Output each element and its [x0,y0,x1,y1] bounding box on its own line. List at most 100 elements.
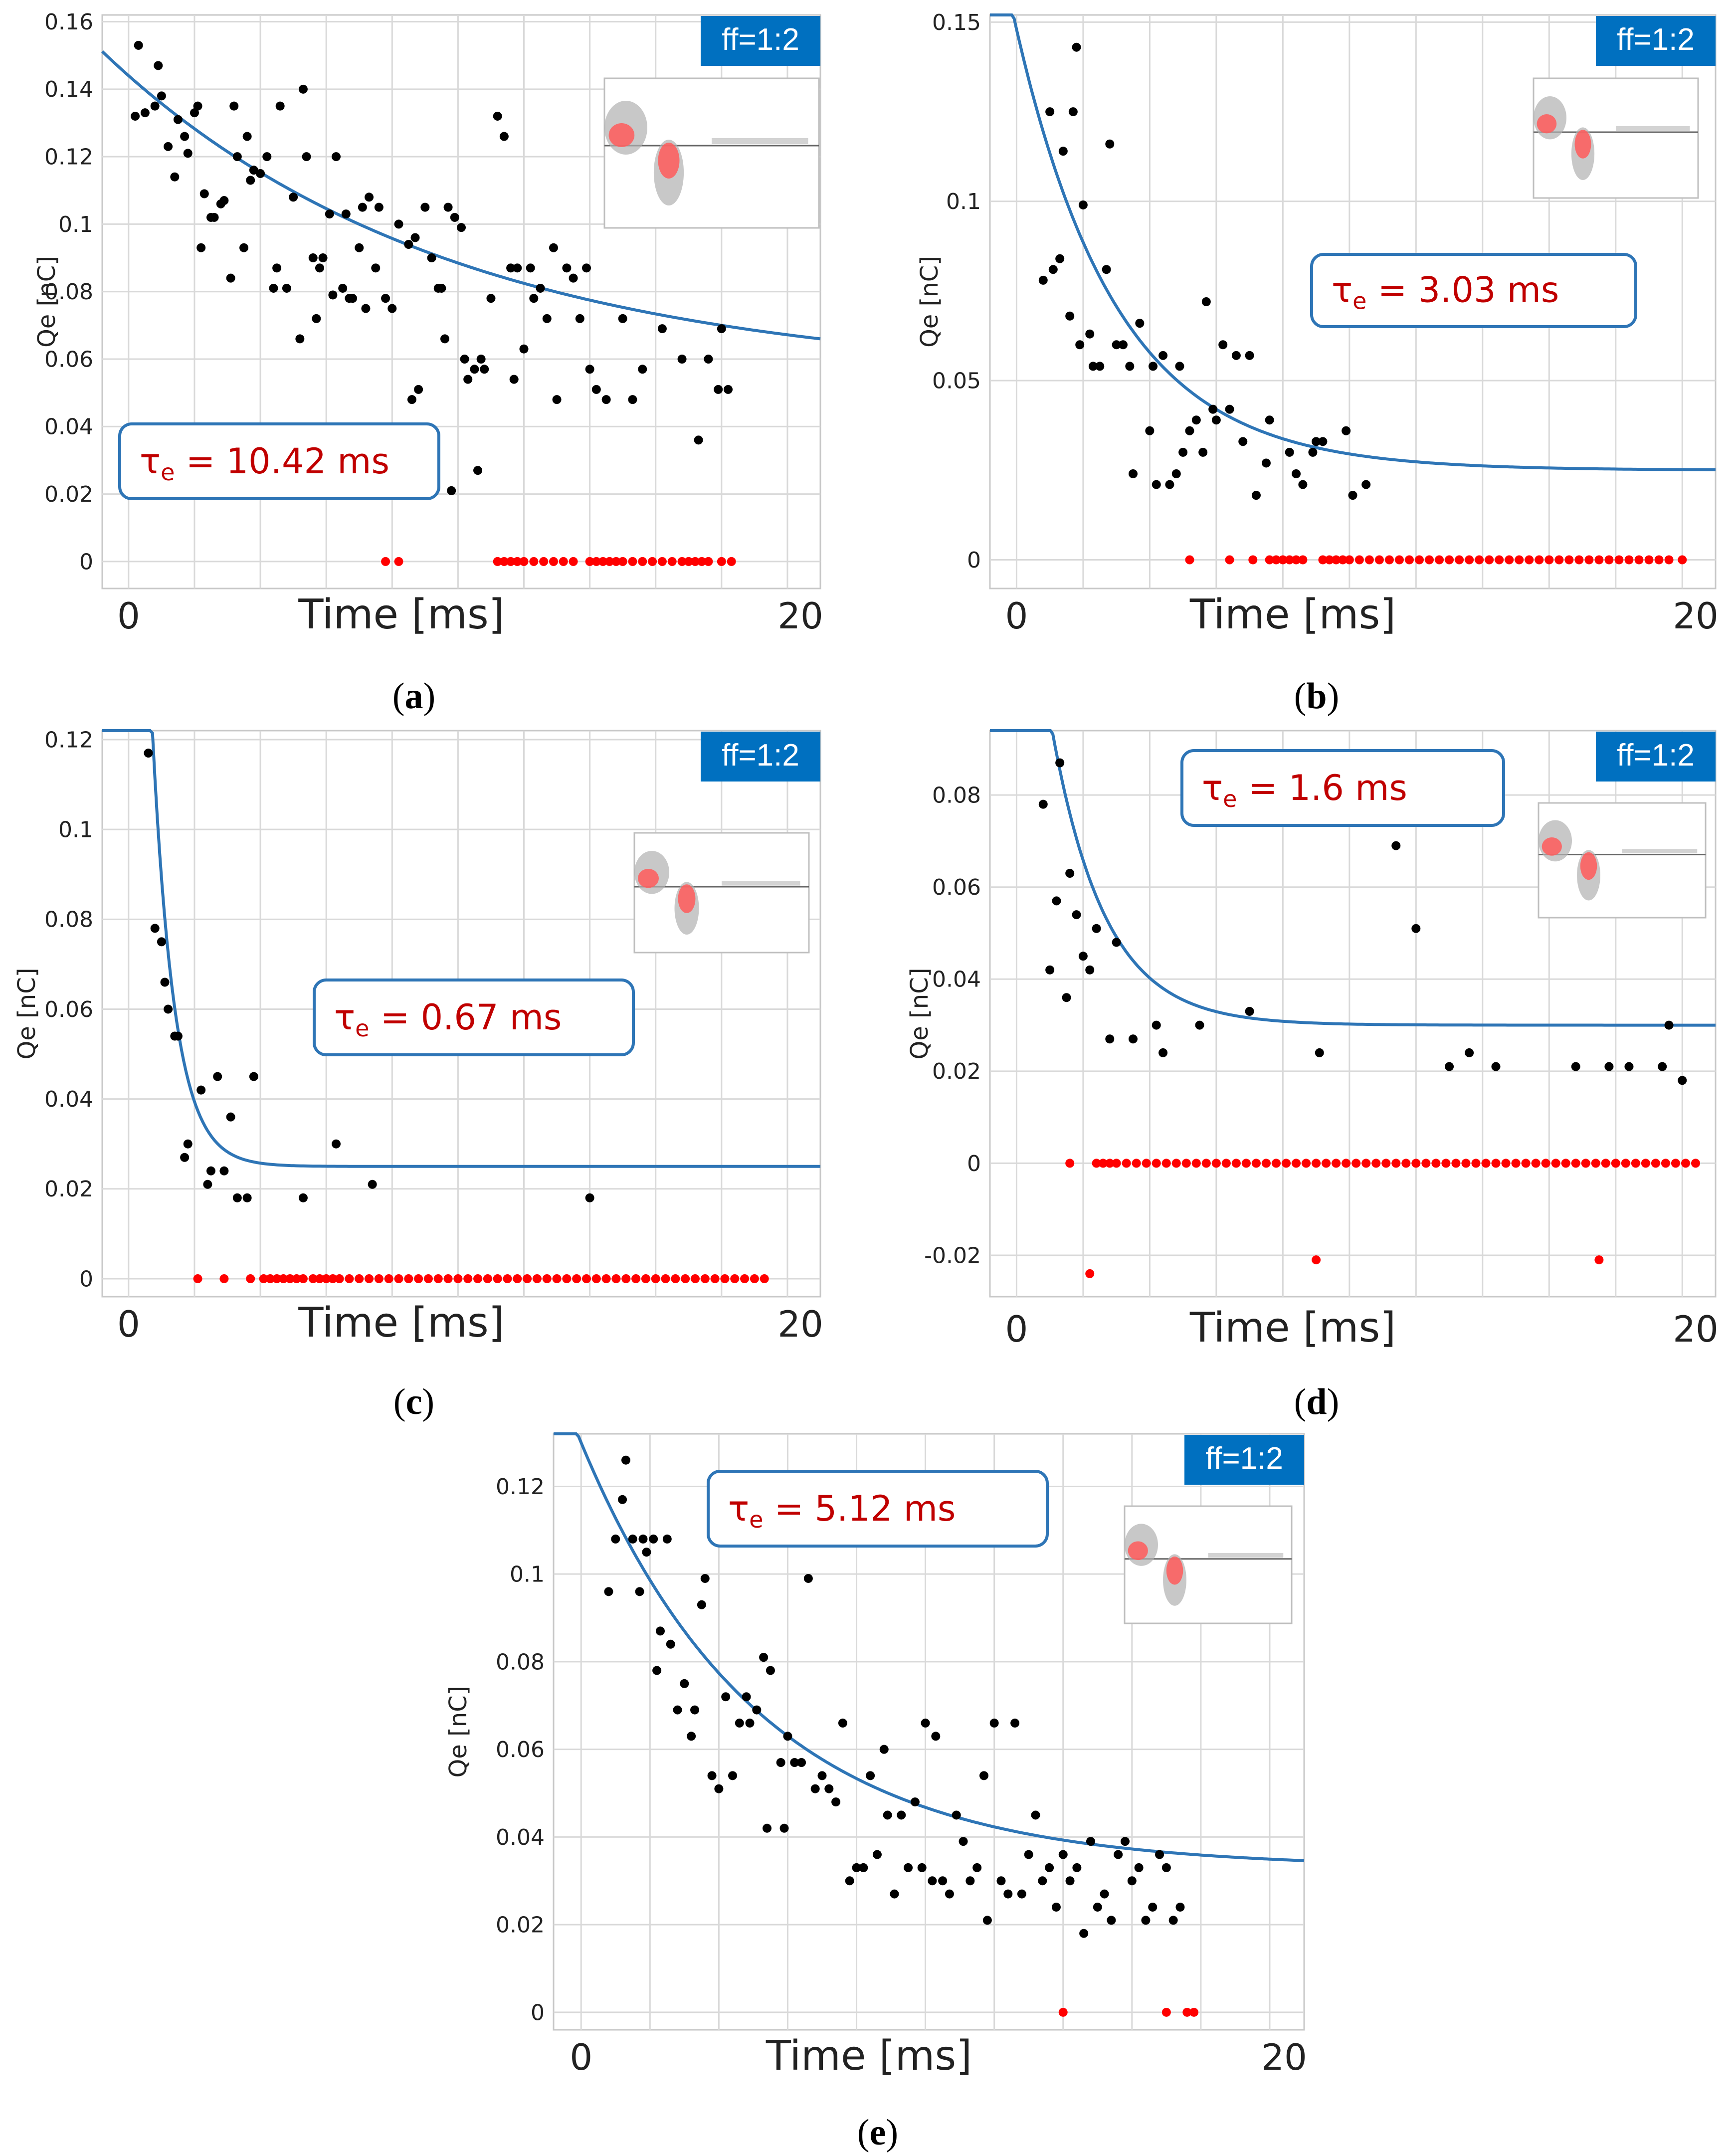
data-point [591,385,601,394]
data-point [308,253,318,263]
data-point [897,1810,906,1820]
zero-data-point [1475,555,1484,565]
data-point [289,193,298,202]
zero-data-point [1421,1159,1431,1168]
inset-frame [1538,802,1707,919]
zero-data-point [1171,1159,1181,1168]
inset-tail [1208,1553,1284,1558]
zero-data-point [1554,555,1564,565]
data-point [470,365,479,374]
data-point [394,219,403,229]
data-point [1155,1850,1164,1859]
data-point [1198,447,1208,457]
zero-data-point [513,1274,522,1283]
data-point [779,1823,789,1833]
data-point [642,1548,651,1557]
data-point [450,212,459,222]
data-point [298,84,308,94]
y-tick-label: 0.02 [44,482,93,507]
zero-data-point [1631,1159,1640,1168]
data-point [1003,1889,1013,1899]
data-point [1245,351,1254,360]
zero-data-point [1292,1159,1301,1168]
data-point [562,263,572,273]
inset-waveform-image [633,832,810,954]
zero-data-point [1394,555,1404,565]
data-point [480,365,489,374]
zero-data-point [1351,1159,1361,1168]
data-point [1125,362,1135,371]
data-point [473,466,483,475]
zero-data-point [585,557,594,566]
data-point [1361,480,1371,489]
zero-data-point [651,1274,660,1283]
data-point [1045,107,1055,117]
data-point [817,1771,827,1780]
data-point [575,314,584,323]
data-point [536,283,545,293]
data-point [852,1863,861,1872]
data-point [759,1653,769,1662]
data-point [662,1534,672,1544]
tau-value: = 5.12 ms [763,1488,956,1529]
tau-value: = 0.67 ms [369,997,562,1038]
data-point [476,355,486,364]
data-point [845,1876,854,1886]
data-point [427,253,436,263]
zero-data-point [529,557,539,566]
y-axis-label: Qe [nC] [444,1686,472,1778]
data-point [232,1193,242,1202]
zero-data-point [1604,555,1614,565]
data-point [928,1876,937,1886]
y-tick-label: 0.06 [932,875,981,900]
data-point [1161,1863,1171,1872]
data-point [1100,1889,1109,1899]
zero-data-point [1411,1159,1421,1168]
zero-data-point [1641,1159,1650,1168]
data-point [1038,1876,1047,1886]
chart-panel-c: 0 0.02 0.04 0.06 0.08 0.1 0.12 Qe [nC] 0 20 Time [… [13,727,823,1422]
data-point [1491,1062,1501,1071]
zero-data-point [365,1274,374,1283]
panel-caption: (b) [1294,676,1339,717]
data-point [282,283,291,293]
inset-lobe-lower-core [678,884,696,913]
y-tick-label: 0.08 [44,279,93,305]
data-point [331,152,341,162]
data-point [1086,1837,1095,1846]
zero-data-point [1624,555,1634,565]
data-point [183,1139,193,1149]
data-point [226,1112,235,1122]
data-point [219,1166,229,1175]
data-point [150,101,160,111]
data-point [1128,1034,1138,1044]
data-point [173,115,183,124]
data-point [965,1876,975,1886]
inset-tail [722,881,800,886]
y-axis-label: Qe [nC] [916,256,944,348]
data-point [1118,340,1128,350]
data-point [1658,1062,1667,1071]
zero-data-point [1644,555,1654,565]
zero-data-point [219,1274,229,1283]
y-tick-label: 0.08 [44,907,93,933]
zero-data-point [1471,1159,1481,1168]
zero-data-point [265,1274,275,1283]
zero-data-point [1691,1159,1700,1168]
data-point [272,263,282,273]
y-tick-label: 0.02 [496,1913,545,1938]
zero-data-point [1431,1159,1441,1168]
data-point [150,924,160,933]
data-point [1072,42,1081,52]
zero-data-point [1371,1159,1381,1168]
data-point [1678,1076,1687,1085]
data-point [1102,265,1111,274]
data-point [526,263,535,273]
data-point [721,1692,731,1702]
zero-data-point [1374,555,1384,565]
zero-data-point [611,1274,621,1283]
data-point [1604,1062,1614,1071]
x-axis-label: Time [ms] [766,2032,972,2080]
data-point [1158,351,1168,360]
data-point [879,1745,889,1754]
